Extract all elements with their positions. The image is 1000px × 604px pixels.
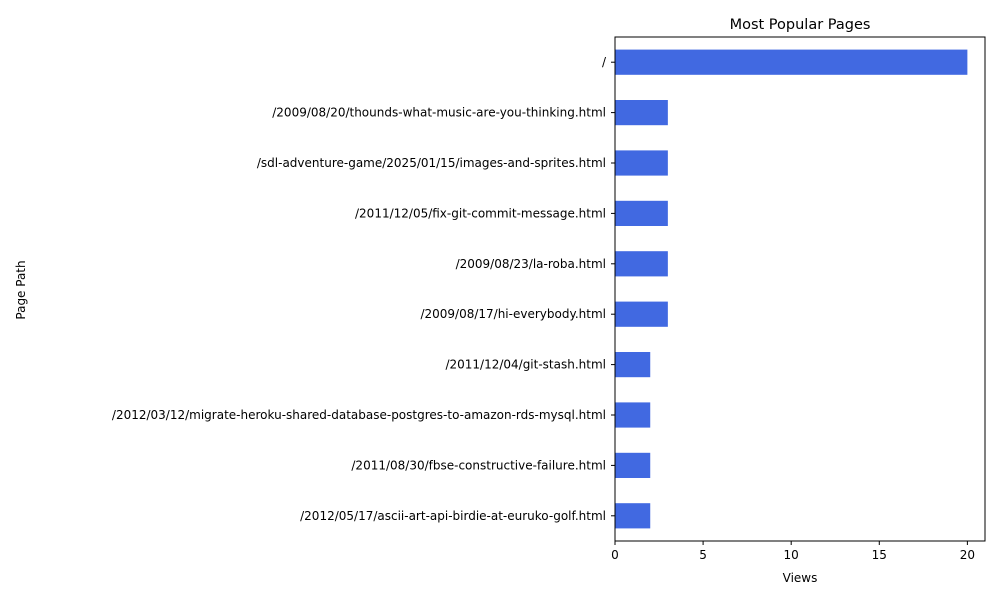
x-ticks: 0 5 10 15 20 [611, 541, 975, 562]
y-tick-label: /2009/08/23/la-roba.html [456, 257, 606, 271]
y-tick-label: /2009/08/20/thounds-what-music-are-you-t… [272, 106, 606, 120]
y-tick-label: /2011/12/04/git-stash.html [445, 358, 606, 372]
y-tick-label: / [602, 55, 607, 69]
y-tick-label: /2011/12/05/fix-git-commit-message.html [355, 206, 606, 220]
bar [615, 503, 651, 529]
y-axis-label: Page Path [14, 260, 28, 319]
bar [615, 352, 651, 378]
bar [615, 49, 968, 75]
x-tick-label: 5 [699, 548, 707, 562]
y-tick-label: /2012/05/17/ascii-art-api-birdie-at-euru… [300, 509, 606, 523]
bar [615, 200, 668, 226]
bar [615, 251, 668, 277]
x-tick-label: 10 [784, 548, 799, 562]
y-tick-label: /sdl-adventure-game/2025/01/15/images-an… [257, 156, 606, 170]
bar [615, 100, 668, 126]
bar [615, 452, 651, 478]
x-tick-label: 0 [611, 548, 619, 562]
bar [615, 301, 668, 327]
plot-frame [614, 36, 986, 542]
x-tick-label: 20 [960, 548, 975, 562]
x-axis-label: Views [783, 571, 818, 585]
bar [615, 150, 668, 176]
bars-layer [615, 49, 968, 529]
x-tick-label: 15 [872, 548, 887, 562]
y-tick-label: /2009/08/17/hi-everybody.html [420, 307, 606, 321]
bar [615, 402, 651, 428]
y-tick-label: /2011/08/30/fbse-constructive-failure.ht… [351, 458, 606, 472]
y-tick-labels: / /2009/08/20/thounds-what-music-are-you-… [112, 55, 615, 523]
y-tick-label: /2012/03/12/migrate-heroku-shared-databa… [112, 408, 606, 422]
chart-title: Most Popular Pages [730, 17, 871, 33]
